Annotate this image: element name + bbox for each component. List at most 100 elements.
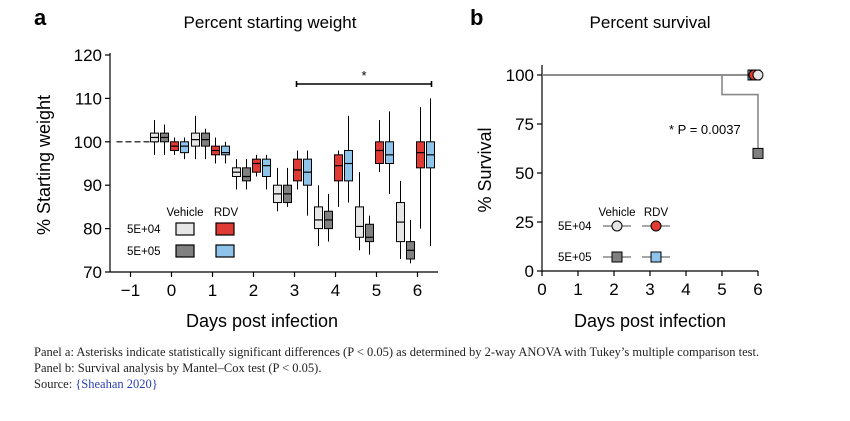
box-body [375,141,384,165]
panel-b-x-tick-label: 5 [717,280,726,299]
box-vehicle-low [273,167,282,212]
box-vehicle-low [396,180,405,259]
panel-a-x-tick-label: 3 [290,281,299,300]
panel-a-x-tick-label: 1 [208,281,217,300]
box-vehicle-high [365,215,374,255]
panel-a-y-tick-label: 70 [83,263,102,282]
box-body [365,223,374,243]
legend-a-row-high: 5E+05 [127,246,161,258]
box-vehicle-low [232,159,241,190]
panel-b-x-tick-label: 0 [537,280,546,299]
box-body [334,154,343,182]
box-body [221,145,230,156]
box-body [416,141,425,169]
box-vehicle-low [191,115,200,160]
box-body [242,167,251,182]
box-rdv-high [180,137,189,160]
box-body [262,158,271,178]
box-body [344,149,353,182]
box-rdv-low [416,107,425,229]
panel-a-y-tick-label: 120 [74,46,102,65]
box-vehicle-high [201,128,210,160]
panel-a-x-axis-label: Days post infection [186,311,338,331]
panel-a-label: a [34,5,47,30]
box-body [385,141,394,165]
box-vehicle-high [242,159,251,190]
box-rdv-low [252,154,261,177]
box-vehicle-high [160,124,169,155]
box-rdv-high [262,154,271,190]
legend-a-swatch-rdv-high [215,244,235,258]
panel-a-title: Percent starting weight [184,13,357,32]
legend-b-marker-rdv-high [650,251,662,263]
legend-b-marker-vehicle-high [611,251,623,263]
legend-b-rdv-header: RDV [644,207,669,219]
panel-b-plot: 0 25 50 75 100 0 1 2 3 4 5 6 [506,65,764,299]
figure: a Percent starting weight Days post infe… [34,5,764,331]
panel-b-y-tick-label: 75 [515,115,534,134]
legend-b-marker-vehicle-low [611,220,623,232]
panel-a-x-tick-label: −1 [121,281,140,300]
box-vehicle-low [314,185,323,246]
panel-a-x-tick-label: 6 [413,281,422,300]
box-rdv-low [170,137,179,155]
box-vehicle-high [406,219,415,264]
box-vehicle-high [283,167,292,207]
box-rdv-high [385,111,394,194]
box-vehicle-low [150,120,159,155]
survival-end-marker-vehicle-low [752,69,764,81]
significance-asterisk: * [361,68,366,83]
legend-a-swatch-rdv-low [215,222,235,236]
panel-b-y-tick-label: 50 [515,164,534,183]
figure-caption: Panel a: Asterisks indicate statisticall… [34,344,834,392]
panel-a-y-tick-label: 80 [83,220,102,239]
box-rdv-high [426,98,435,246]
panel-a-y-axis-label: % Starting weight [34,95,54,235]
box-body [180,141,189,154]
box-rdv-low [334,150,343,207]
panel-b-title: Percent survival [590,13,711,32]
box-rdv-low [375,120,384,173]
panel-b-y-tick-label: 25 [515,213,534,232]
panel-b-x-axis-label: Days post infection [574,311,726,331]
panel-b-x-tick-label: 4 [681,280,690,299]
box-rdv-high [344,115,353,203]
legend-a-vehicle-header: Vehicle [166,207,203,219]
panel-b-y-tick-label: 100 [506,66,534,85]
box-rdv-high [303,150,312,216]
legend-a-swatch-vehicle-low [175,222,195,236]
panel-b-x-tick-label: 2 [609,280,618,299]
legend-a-rdv-header: RDV [214,207,239,219]
legend-b-row-low: 5E+04 [558,221,592,233]
box-rdv-low [211,137,220,164]
panel-a-plot: 70 80 90 100 110 120 −1 0 1 2 3 4 5 6 * [74,46,438,300]
legend-b-marker-rdv-low [650,220,662,232]
caption-source: Source: {Sheahan 2020} [34,376,834,392]
panel-a-legend: Vehicle RDV 5E+04 5E+05 [127,207,238,258]
panel-b-label: b [470,5,483,30]
source-link[interactable]: {Sheahan 2020} [75,377,158,391]
survival-p-value: * P = 0.0037 [669,122,741,137]
legend-a-row-low: 5E+04 [127,224,161,236]
caption-panel-a: Panel a: Asterisks indicate statisticall… [34,345,760,359]
legend-b-row-high: 5E+05 [558,252,592,264]
survival-end-marker-vehicle-high [752,147,764,159]
panel-b-y-axis-label: % Survival [475,127,495,212]
legend-b-vehicle-header: Vehicle [598,207,635,219]
panel-a-x-tick-label: 4 [331,281,340,300]
panel-a-y-tick-label: 100 [74,133,102,152]
legend-a-swatch-vehicle-high [175,244,195,258]
panel-a-x-tick-label: 5 [372,281,381,300]
box-body [252,158,261,173]
panel-b-x-tick-label: 1 [573,280,582,299]
box-vehicle-high [324,193,333,242]
source-prefix: Source: [34,377,76,391]
panel-b-x-tick-label: 3 [645,280,654,299]
panel-a-y-tick-label: 110 [75,89,102,108]
box-rdv-high [221,141,230,164]
panel-b-x-tick-label: 6 [753,280,762,299]
panel-a-y-tick-label: 90 [83,176,102,195]
caption-panel-b: Panel b: Survival analysis by Mantel–Cox… [34,361,322,375]
panel-a-x-tick-label: 0 [167,281,176,300]
box-body [355,206,364,238]
